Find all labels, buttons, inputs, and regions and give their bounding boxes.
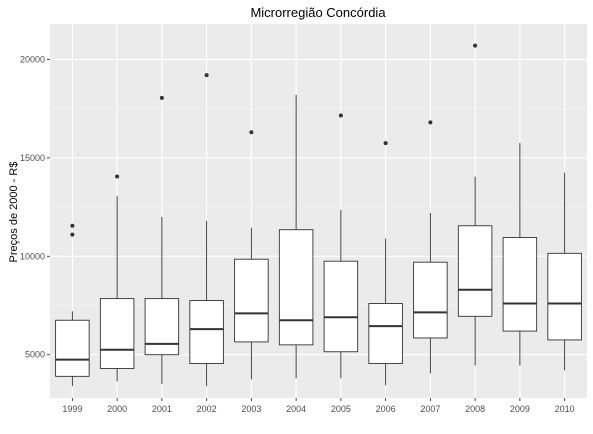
box-group-2001: [144, 95, 180, 385]
outlier-point: [383, 141, 388, 146]
y-tick-label: 10000: [20, 251, 45, 261]
outlier-point: [249, 130, 254, 135]
x-tick-label: 2007: [420, 404, 440, 414]
outlier-point: [473, 43, 478, 48]
box-iqr: [278, 229, 314, 346]
outlier-point: [428, 120, 433, 125]
box-group-2005: [323, 113, 359, 379]
x-tick-label: 1999: [62, 404, 82, 414]
x-tick-label: 2005: [331, 404, 351, 414]
box-group-2009: [502, 143, 538, 366]
x-tick-label: 2001: [152, 404, 172, 414]
x-tick-label: 2003: [241, 404, 261, 414]
y-axis-label: Preços de 2000 - R$: [8, 162, 20, 263]
outlier-point: [115, 174, 120, 179]
box-iqr: [547, 252, 582, 341]
outlier-point: [159, 95, 164, 100]
x-tick-label: 2010: [555, 404, 575, 414]
box-group-1999: [55, 223, 90, 387]
box-group-2003: [234, 130, 269, 380]
box-iqr: [189, 300, 224, 365]
y-tick-label: 20000: [20, 54, 45, 64]
y-axis: 5000 10000 15000 20000: [20, 54, 50, 360]
box-iqr: [368, 303, 403, 365]
plot-panel: [50, 24, 587, 398]
boxplot-series: [55, 43, 582, 387]
x-tick-label: 2000: [107, 404, 127, 414]
minor-gridlines: [50, 108, 587, 306]
y-tick-label: 5000: [25, 350, 45, 360]
x-tick-label: 2009: [510, 404, 530, 414]
outlier-point: [70, 232, 75, 237]
box-iqr: [457, 225, 493, 317]
box-iqr: [502, 237, 538, 332]
box-group-2007: [413, 120, 448, 374]
box-group-2000: [99, 174, 135, 382]
x-tick-label: 2004: [286, 404, 306, 414]
box-group-2004: [278, 94, 314, 379]
outlier-point: [70, 223, 75, 228]
x-tick-label: 2002: [197, 404, 217, 414]
box-group-2002: [189, 73, 224, 387]
chart-title: Microrregião Concórdia: [250, 5, 386, 20]
box-iqr: [99, 298, 135, 369]
box-group-2010: [547, 172, 582, 371]
outlier-point: [204, 73, 209, 78]
box-iqr: [234, 258, 269, 343]
box-iqr: [323, 260, 359, 353]
box-iqr: [144, 298, 180, 356]
box-iqr: [413, 261, 448, 339]
box-iqr: [55, 319, 90, 377]
outlier-point: [338, 113, 343, 118]
x-tick-label: 2006: [376, 404, 396, 414]
x-tick-label: 2008: [465, 404, 485, 414]
x-axis: 1999 2000 2001 2002 2003 2004 2005 2006 2007 2008…: [62, 398, 575, 414]
box-group-2008: [457, 43, 493, 366]
box-group-2006: [368, 141, 403, 386]
y-tick-label: 15000: [20, 153, 45, 163]
